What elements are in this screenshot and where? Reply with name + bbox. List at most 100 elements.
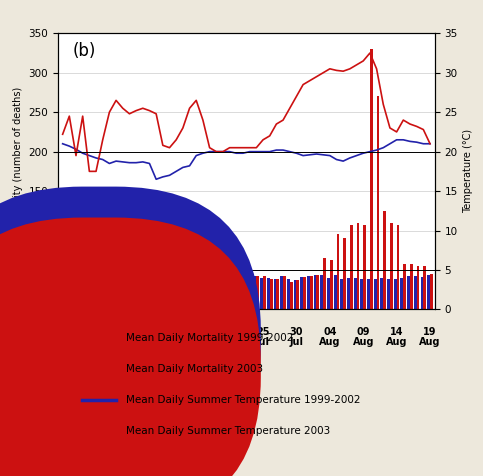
Bar (360, 279, 363, 309)
Bar (283, 276, 286, 309)
Bar (430, 274, 433, 309)
Bar (290, 282, 293, 309)
Text: Mean Daily Mortality 1999-2002: Mean Daily Mortality 1999-2002 (126, 333, 293, 343)
Bar (367, 279, 370, 309)
Bar (103, 271, 105, 309)
Bar (83, 272, 85, 309)
Bar (67, 272, 70, 309)
Text: 15: 15 (189, 327, 203, 337)
Bar (200, 273, 203, 309)
Bar (109, 271, 112, 309)
Y-axis label: Daily Mortality (number of deaths): Daily Mortality (number of deaths) (13, 87, 23, 256)
Bar (300, 277, 303, 309)
Bar (89, 272, 92, 309)
Bar (107, 273, 109, 309)
Bar (183, 266, 185, 309)
Bar (167, 276, 170, 309)
Bar (93, 286, 96, 309)
Bar (203, 276, 206, 309)
Bar (70, 272, 72, 309)
Bar (273, 279, 276, 309)
Bar (116, 272, 119, 309)
Bar (63, 272, 65, 309)
Text: 14: 14 (390, 327, 403, 337)
Bar (96, 268, 99, 309)
Bar (350, 225, 353, 309)
Bar (297, 280, 299, 309)
Text: Mean Daily Summer Temperature 2003: Mean Daily Summer Temperature 2003 (126, 426, 330, 436)
Bar (254, 276, 256, 309)
Bar (276, 279, 279, 309)
Bar (330, 260, 333, 309)
Bar (143, 271, 145, 309)
Text: 30: 30 (89, 327, 103, 337)
Bar (149, 271, 152, 309)
Bar (223, 270, 226, 309)
Bar (170, 271, 172, 309)
Text: 05: 05 (123, 327, 136, 337)
Bar (421, 277, 423, 309)
Text: 25: 25 (256, 327, 270, 337)
Bar (403, 265, 406, 309)
Text: Jul: Jul (223, 337, 237, 347)
Bar (207, 273, 210, 309)
Bar (210, 278, 213, 309)
Bar (229, 270, 232, 309)
Bar (73, 286, 76, 309)
Bar (127, 272, 129, 309)
Bar (140, 272, 143, 309)
Text: 25: 25 (56, 327, 70, 337)
Bar (147, 272, 149, 309)
Bar (400, 278, 403, 309)
Bar (337, 235, 340, 309)
Text: 10: 10 (156, 327, 170, 337)
Bar (76, 286, 79, 309)
Bar (233, 279, 236, 309)
Bar (243, 272, 246, 309)
Bar (256, 276, 259, 309)
Y-axis label: Temperature (°C): Temperature (°C) (463, 129, 473, 213)
Bar (316, 276, 319, 309)
Text: Mean Daily Mortality 2003: Mean Daily Mortality 2003 (126, 364, 263, 374)
Bar (363, 225, 366, 309)
Bar (341, 279, 343, 309)
Bar (310, 276, 313, 309)
Bar (354, 278, 356, 309)
Text: Jul: Jul (289, 337, 303, 347)
Bar (320, 275, 323, 309)
Bar (303, 277, 306, 309)
Bar (156, 256, 159, 309)
Bar (394, 279, 397, 309)
Bar (410, 265, 413, 309)
Bar (267, 278, 270, 309)
Bar (100, 273, 103, 309)
Bar (220, 272, 223, 309)
Bar (287, 278, 290, 309)
Text: (b): (b) (73, 41, 97, 60)
Bar (240, 272, 243, 309)
Bar (129, 272, 132, 309)
Bar (370, 49, 373, 309)
Text: 30: 30 (290, 327, 303, 337)
Bar (270, 279, 272, 309)
Text: Mean Daily Summer Temperature 1999-2002: Mean Daily Summer Temperature 1999-2002 (126, 395, 360, 405)
Text: Jul: Jul (122, 337, 136, 347)
Bar (427, 276, 430, 309)
Bar (213, 276, 216, 309)
Bar (343, 238, 346, 309)
Bar (407, 276, 410, 309)
Bar (417, 266, 419, 309)
Bar (153, 273, 156, 309)
Bar (423, 266, 426, 309)
Bar (390, 223, 393, 309)
Text: 04: 04 (323, 327, 337, 337)
Bar (227, 272, 229, 309)
Text: 09: 09 (356, 327, 370, 337)
Bar (397, 225, 399, 309)
Bar (294, 280, 297, 309)
Bar (120, 272, 123, 309)
Bar (374, 279, 377, 309)
Bar (163, 271, 166, 309)
Bar (216, 271, 219, 309)
Bar (377, 97, 379, 309)
